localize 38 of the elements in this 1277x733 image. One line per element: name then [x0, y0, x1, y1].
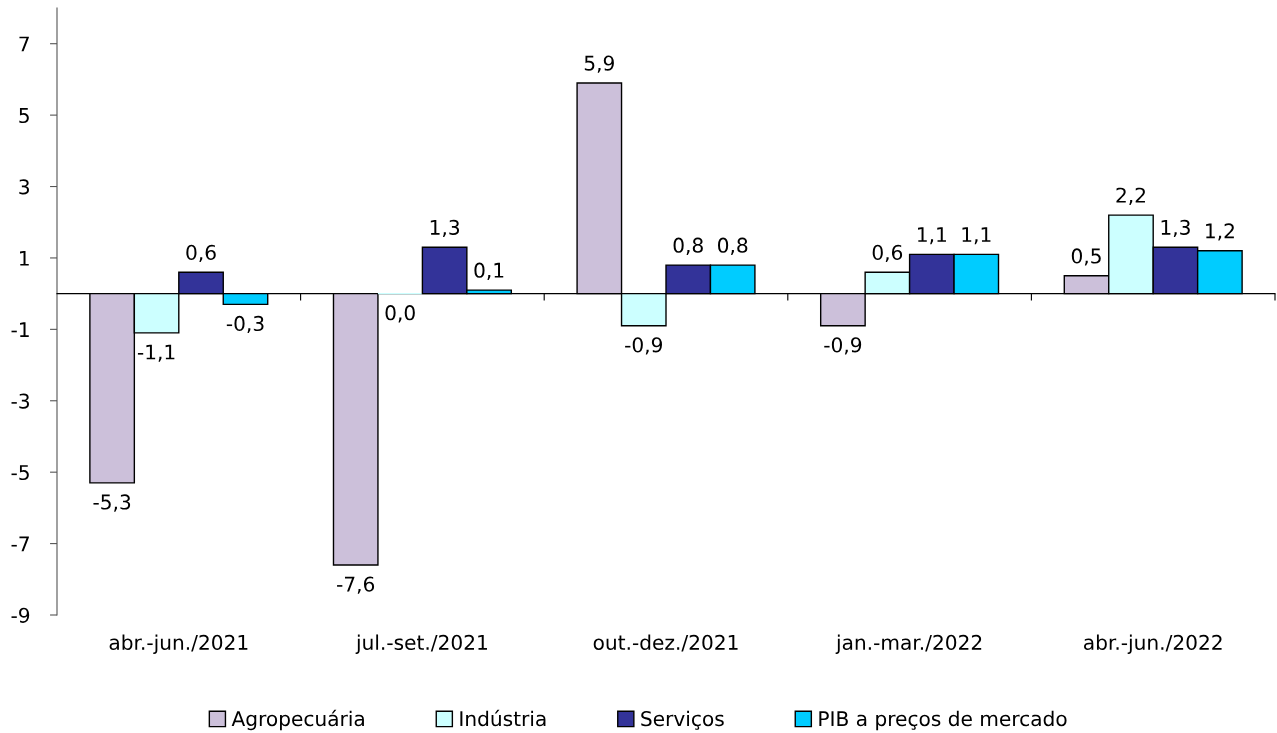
data-label: -0,3 [226, 315, 264, 334]
data-label: 0,8 [718, 237, 748, 255]
y-tick-label: 3 [19, 179, 29, 195]
data-label: 0,5 [1071, 248, 1101, 266]
data-label: 0,8 [673, 237, 703, 255]
y-tick-label: -9 [11, 607, 30, 623]
data-label: 1,3 [430, 219, 460, 238]
y-tick-label: -1 [11, 322, 29, 337]
data-label: 5,9 [584, 55, 614, 73]
data-label: 2,2 [1116, 187, 1145, 205]
data-label: 1,1 [962, 227, 991, 245]
y-tick-label: 5 [19, 108, 29, 124]
legend-label: Indústria [460, 709, 546, 727]
x-tick-label: out.-dez./2021 [593, 634, 738, 652]
y-tick-label: -3 [11, 393, 29, 409]
legend-label: Serviços [641, 710, 724, 730]
x-tick-label: jan.-mar./2022 [835, 634, 982, 654]
data-label: -5,3 [93, 494, 131, 512]
data-label: 0,0 [385, 305, 415, 323]
data-label: 0,1 [474, 262, 504, 280]
data-label: 1,2 [1206, 223, 1234, 241]
x-tick-label: abr.-jun./2021 [109, 634, 248, 654]
y-tick-label: -5 [11, 465, 29, 481]
data-label: 0,6 [186, 244, 216, 263]
x-tick-label: abr.-jun./2022 [1084, 634, 1222, 654]
x-tick-label: jul.-set./2021 [355, 634, 487, 654]
data-label: 1,1 [918, 227, 946, 245]
legend-label: Agropecuária [231, 709, 364, 731]
data-label: -0,9 [824, 337, 862, 355]
y-tick-label: 1 [20, 250, 29, 266]
y-tick-label: -7 [11, 536, 29, 552]
data-label: -7,6 [337, 576, 375, 594]
data-label: -1,1 [137, 344, 175, 362]
data-label: 0,6 [872, 244, 903, 263]
y-tick-label: 7 [19, 36, 29, 52]
data-label: -0,9 [625, 337, 662, 355]
data-label: 1,3 [1161, 219, 1190, 238]
legend-label: PIB a preços de mercado [819, 710, 1067, 731]
